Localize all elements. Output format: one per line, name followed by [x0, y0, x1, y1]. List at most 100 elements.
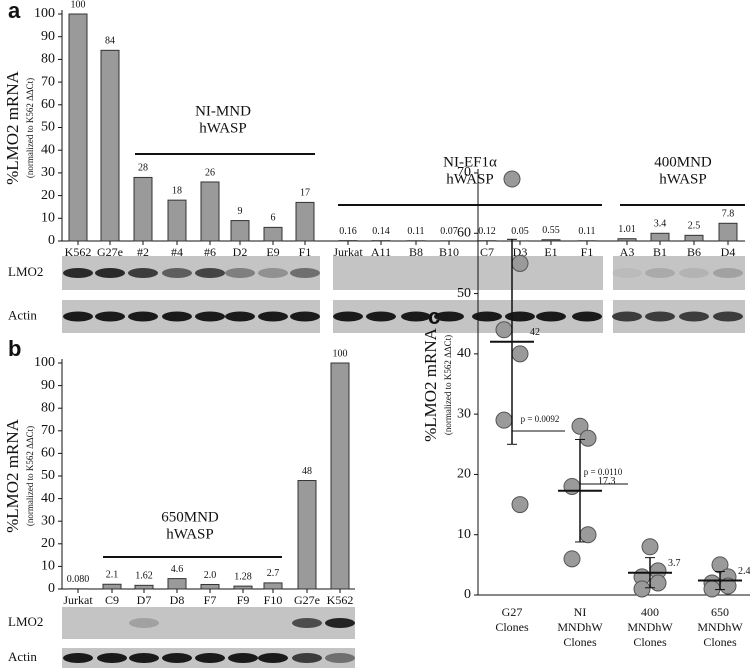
- y-tick-label: 40: [41, 142, 55, 157]
- bar: [295, 201, 315, 242]
- blot-panel: [333, 256, 603, 290]
- value-label: 18: [172, 185, 182, 196]
- blot-band: [366, 311, 396, 322]
- data-point: [633, 580, 651, 598]
- y-tick-label: 60: [457, 226, 471, 241]
- y-axis-sublabel: (normalized to K562 ΔΔCt): [443, 335, 453, 435]
- y-tick-label: 50: [41, 468, 55, 483]
- x-tick-label: B6: [687, 245, 701, 259]
- y-tick-label: 100: [34, 355, 55, 370]
- y-tick-label: 20: [457, 467, 471, 482]
- blot-band: [612, 268, 642, 278]
- x-tick-label: D4: [721, 245, 736, 259]
- data-point: [511, 345, 529, 363]
- value-label: 0.07: [440, 226, 458, 237]
- data-point: [571, 417, 589, 435]
- group-label: NI-MND: [195, 103, 251, 119]
- blot-band: [292, 618, 322, 628]
- data-point: [579, 526, 597, 544]
- blot-band: [434, 311, 464, 322]
- data-point: [563, 550, 581, 568]
- panel-label: a: [8, 0, 21, 23]
- x-tick-label: #4: [171, 245, 183, 259]
- data-point: [703, 580, 721, 598]
- blot-band: [536, 311, 566, 322]
- bar: [650, 232, 670, 242]
- x-tick-label: MNDhW: [697, 620, 743, 634]
- value-label: 6: [271, 213, 276, 224]
- bar: [233, 585, 253, 590]
- value-label: 1.01: [618, 224, 636, 235]
- x-tick-label: D8: [170, 593, 185, 607]
- value-label: 2.7: [267, 568, 280, 579]
- bar: [297, 480, 317, 590]
- bar: [230, 220, 250, 242]
- bar: [263, 226, 283, 242]
- blot-band: [713, 311, 743, 322]
- value-label: 3.4: [654, 219, 667, 230]
- blot-band: [258, 311, 288, 322]
- blot-band: [713, 268, 743, 278]
- blot-band: [162, 268, 192, 278]
- x-tick-label: #6: [204, 245, 216, 259]
- blot-band: [645, 268, 675, 278]
- y-tick-label: 70: [41, 74, 55, 89]
- x-tick-label: #2: [137, 245, 149, 259]
- x-tick-label: NI: [574, 605, 587, 619]
- y-tick-label: 50: [457, 286, 471, 301]
- x-tick-label: F1: [581, 245, 594, 259]
- data-point: [503, 170, 521, 188]
- bar: [133, 176, 153, 242]
- y-tick-label: 30: [41, 513, 55, 528]
- value-label: 17: [300, 188, 310, 199]
- y-tick-label: 20: [41, 536, 55, 551]
- y-tick-label: 30: [457, 406, 471, 421]
- bar: [541, 239, 561, 242]
- y-tick-label: 30: [41, 165, 55, 180]
- group-label: hWASP: [166, 526, 214, 542]
- p-value: p = 0.0092: [521, 414, 560, 424]
- x-tick-label: B10: [439, 245, 459, 259]
- group-label: 650MND: [161, 509, 219, 525]
- blot-band: [645, 311, 675, 322]
- bar: [263, 582, 283, 590]
- blot-label: Actin: [8, 649, 37, 664]
- blot-band: [228, 653, 258, 663]
- value-label: 0.14: [372, 226, 390, 237]
- blot-label: LMO2: [8, 264, 43, 279]
- x-tick-label: K562: [65, 245, 92, 259]
- x-tick-label: Clones: [563, 635, 597, 649]
- x-tick-label: F1: [299, 245, 312, 259]
- y-axis-label: %LMO2 mRNA: [3, 70, 22, 185]
- p-value: p = 0.0110: [584, 467, 623, 477]
- blot-band: [95, 311, 125, 322]
- x-tick-label: E1: [544, 245, 557, 259]
- blot-band: [225, 311, 255, 322]
- x-tick-label: E9: [266, 245, 279, 259]
- blot-band: [162, 311, 192, 322]
- blot-band: [95, 268, 125, 278]
- y-tick-label: 0: [48, 233, 55, 248]
- bar: [100, 49, 120, 242]
- blot-band: [401, 311, 431, 322]
- blot-band: [195, 311, 225, 322]
- mean-label: 2.4: [738, 566, 750, 577]
- blot-band: [63, 268, 93, 278]
- value-label: 100: [333, 348, 348, 359]
- x-tick-label: C9: [105, 593, 119, 607]
- y-tick-label: 20: [41, 188, 55, 203]
- value-label: 84: [105, 36, 115, 47]
- blot-band: [292, 653, 322, 663]
- value-label: 1.62: [135, 571, 153, 582]
- group-label: hWASP: [446, 171, 494, 187]
- x-tick-label: G27e: [294, 593, 320, 607]
- blot-band: [679, 311, 709, 322]
- data-point: [495, 411, 513, 429]
- blot-band: [128, 268, 158, 278]
- y-tick-label: 80: [41, 400, 55, 415]
- panel-label: b: [8, 336, 21, 361]
- bar: [68, 13, 88, 242]
- x-tick-label: 650: [711, 605, 729, 619]
- blot-band: [505, 311, 535, 322]
- x-tick-label: Clones: [633, 635, 667, 649]
